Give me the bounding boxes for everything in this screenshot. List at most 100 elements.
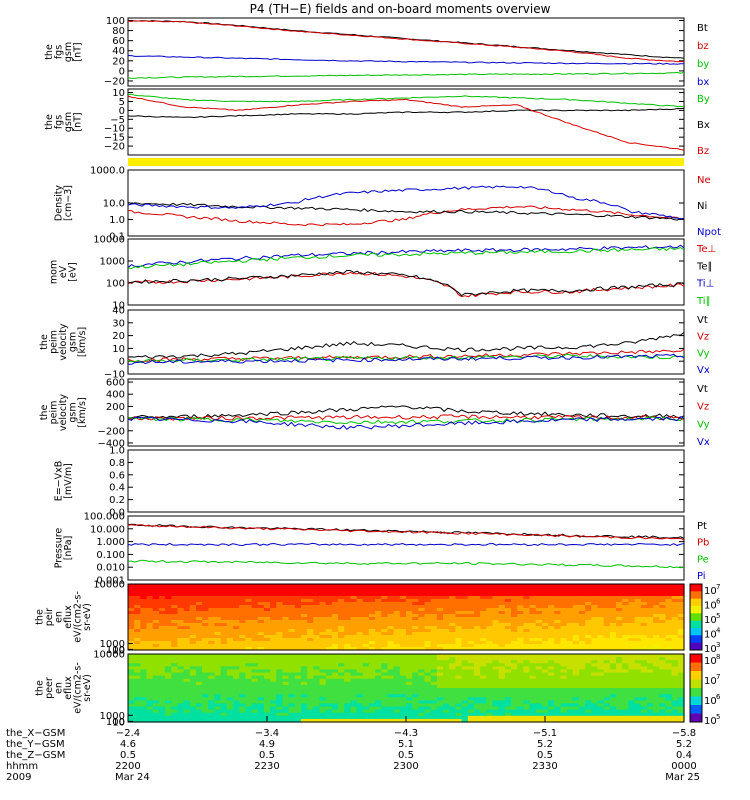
colorbar-label: 10 bbox=[704, 615, 717, 626]
colorbar-segment bbox=[690, 642, 702, 651]
series-line-Ti∥ bbox=[127, 246, 685, 270]
colorbar-label: 10 bbox=[704, 586, 717, 597]
colorbar-segment bbox=[690, 613, 702, 622]
series-line-Npot bbox=[127, 185, 685, 220]
y-tick-label: −20 bbox=[104, 76, 125, 87]
y-tick-label: 10 bbox=[112, 646, 125, 657]
x-axis-row-label: 2009 bbox=[6, 772, 31, 783]
y-tick-label: 10 bbox=[112, 301, 125, 312]
legend-label: By bbox=[697, 94, 710, 105]
series-line-Vt bbox=[127, 405, 685, 419]
y-tick-label: 0.6 bbox=[109, 470, 125, 481]
legend-label: Bt bbox=[697, 23, 708, 34]
x-axis-row-label: hhmm bbox=[6, 761, 38, 772]
series-line-Vz bbox=[127, 414, 685, 421]
y-tick-label: −5 bbox=[110, 115, 125, 126]
y-axis-label: the bbox=[44, 44, 55, 60]
y-axis-label: Pressure bbox=[53, 528, 64, 569]
y-tick-label: 100 bbox=[106, 717, 125, 728]
y-tick-label: 100 bbox=[106, 16, 125, 27]
series-line-Ti⊥ bbox=[127, 244, 685, 268]
separator-band bbox=[128, 158, 684, 166]
colorbar-exponent: 6 bbox=[716, 598, 721, 606]
y-axis-label: fgs bbox=[53, 45, 64, 59]
y-tick-label: 1.000 bbox=[96, 537, 125, 548]
legend-label: Bz bbox=[697, 146, 709, 157]
legend-label: Bx bbox=[697, 120, 710, 131]
y-axis-label: en bbox=[53, 682, 64, 694]
series-line-Pi bbox=[127, 542, 685, 547]
legend-label: Pt bbox=[697, 521, 707, 532]
y-axis-label: [eV] bbox=[68, 262, 79, 282]
y-axis-label: [km/s] bbox=[77, 397, 88, 427]
x-axis-row-label: the_X−GSM bbox=[6, 728, 65, 739]
y-axis-label: the bbox=[39, 334, 50, 350]
y-tick-label: 1000.0 bbox=[90, 166, 125, 177]
legend-label: Ne bbox=[697, 175, 711, 186]
y-tick-label: 80 bbox=[112, 26, 125, 37]
legend-label: Pb bbox=[697, 538, 709, 549]
colorbar-exponent: 5 bbox=[716, 713, 720, 721]
y-tick-label: −10 bbox=[104, 370, 125, 381]
y-axis-label: eV bbox=[58, 265, 69, 278]
legend-label: Vy bbox=[697, 348, 710, 359]
y-axis-label: [nPa] bbox=[63, 536, 74, 561]
y-axis-label: eV/(cm2-s- bbox=[72, 662, 83, 714]
y-axis-label: eflux bbox=[63, 605, 74, 629]
panel-frame bbox=[127, 449, 685, 513]
y-axis-label: E=−VxB bbox=[53, 461, 64, 502]
series-line-Pb bbox=[127, 524, 685, 541]
x-axis-value: 5.1 bbox=[398, 739, 414, 750]
y-axis-label: gsm bbox=[63, 42, 74, 62]
y-tick-label: 0.100 bbox=[96, 550, 125, 561]
legend-label: Vt bbox=[697, 384, 708, 395]
colorbar-frame bbox=[689, 653, 703, 723]
series-line-Vx bbox=[127, 416, 685, 430]
colorbar-segment bbox=[690, 598, 702, 607]
colorbar-segment bbox=[690, 696, 702, 706]
colorbar-segment bbox=[690, 628, 702, 636]
y-tick-label: 0.2 bbox=[109, 495, 125, 506]
colorbar-label: 10 bbox=[704, 676, 717, 687]
series-line-Ni bbox=[127, 201, 685, 221]
y-axis-label: Density bbox=[53, 185, 64, 221]
legend-label: Te⊥ bbox=[696, 244, 716, 255]
series-line-by bbox=[127, 71, 685, 79]
y-tick-label: 40 bbox=[112, 46, 125, 57]
y-tick-label: 20 bbox=[112, 56, 125, 67]
colorbar-label: 10 bbox=[704, 601, 717, 612]
x-axis-value: 2300 bbox=[393, 761, 418, 772]
x-axis-value: 0.5 bbox=[398, 750, 414, 761]
legend-label: Npot bbox=[697, 227, 721, 238]
y-tick-label: 10.0 bbox=[103, 199, 125, 210]
panel-10: 10000100010010thepeerenefluxeV/(cm2-s-sr… bbox=[34, 650, 721, 729]
y-tick-label: 100 bbox=[106, 645, 125, 656]
x-axis-value: Mar 24 bbox=[115, 772, 150, 783]
y-tick-label: −400 bbox=[98, 438, 125, 449]
panel-frame bbox=[127, 88, 685, 156]
y-tick-label: 0.010 bbox=[96, 563, 125, 574]
panel-frame bbox=[127, 238, 685, 306]
y-tick-label: 60 bbox=[112, 36, 125, 47]
colorbar-exponent: 6 bbox=[716, 693, 721, 701]
y-tick-label: 0 bbox=[119, 66, 125, 77]
colorbar-segment bbox=[690, 654, 702, 663]
colorbar-segment bbox=[690, 591, 702, 600]
colorbar-segment bbox=[690, 671, 702, 680]
colorbar-label: 10 bbox=[704, 716, 717, 727]
x-axis-value: Mar 25 bbox=[665, 772, 700, 783]
colorbar-label: 10 bbox=[704, 696, 717, 707]
colorbar-segment bbox=[690, 705, 702, 714]
y-axis-label: velocity bbox=[58, 394, 69, 432]
y-axis-label: gsm bbox=[68, 332, 79, 352]
legend-label: Vx bbox=[697, 365, 710, 376]
colorbar-segment bbox=[690, 584, 702, 592]
y-tick-label: 0.0 bbox=[109, 508, 125, 519]
series-line-By bbox=[127, 93, 685, 108]
y-tick-label: 0 bbox=[119, 106, 125, 117]
x-axis-value: −4.3 bbox=[394, 728, 418, 739]
